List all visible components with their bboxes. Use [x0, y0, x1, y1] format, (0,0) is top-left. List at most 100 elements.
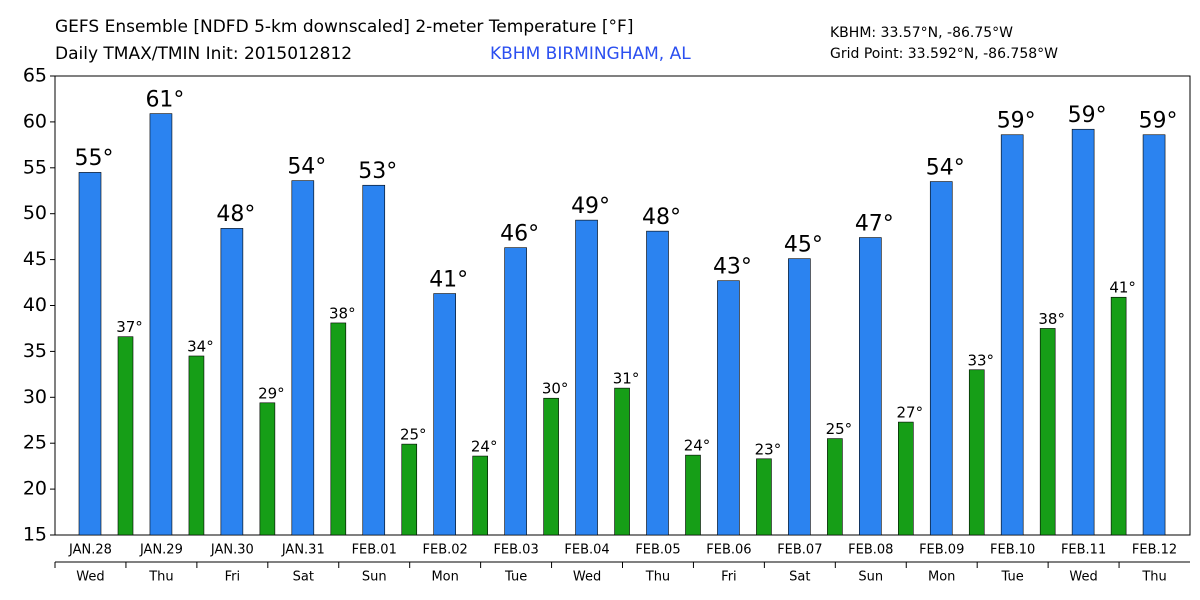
value-label: 59° — [1068, 103, 1107, 128]
grid-point: Grid Point: 33.592°N, -86.758°W — [830, 46, 1058, 62]
weekday-label: Mon — [431, 570, 458, 585]
weekday-label: Mon — [928, 570, 955, 585]
value-label: 41° — [1109, 279, 1136, 297]
chart-title: GEFS Ensemble [NDFD 5-km downscaled] 2-m… — [55, 17, 633, 37]
value-label: 30° — [542, 380, 569, 398]
weekday-label: Sat — [789, 570, 810, 585]
x-tick-label: FEB.06 — [706, 543, 751, 558]
x-tick-label: FEB.02 — [423, 543, 468, 558]
bar — [1071, 128, 1095, 536]
x-tick-label: FEB.03 — [493, 543, 538, 558]
bar — [614, 387, 630, 536]
weekday-label: Wed — [76, 570, 104, 585]
value-label: 43° — [713, 255, 752, 280]
station: KBHM BIRMINGHAM, AL — [490, 44, 691, 64]
value-label: 54° — [287, 154, 326, 179]
value-label: 38° — [1038, 310, 1065, 328]
value-label: 54° — [926, 155, 965, 180]
value-label: 59° — [1139, 109, 1178, 134]
chart-subtitle: Daily TMAX/TMIN Init: 2015012812 — [55, 44, 352, 64]
value-label: 38° — [329, 304, 356, 322]
value-label: 24° — [471, 438, 498, 456]
value-label: 47° — [855, 211, 894, 236]
value-label: 59° — [997, 109, 1036, 134]
bar — [859, 237, 882, 536]
y-tick-label: 40 — [23, 294, 47, 316]
bar — [504, 247, 527, 536]
x-tick-label: FEB.09 — [919, 543, 964, 558]
bar — [188, 355, 205, 536]
bar — [330, 322, 347, 536]
x-tick-label: FEB.10 — [990, 543, 1035, 558]
bar — [575, 219, 598, 536]
weekday-label: Thu — [645, 570, 670, 585]
bar — [929, 181, 953, 536]
weekday-label: Sun — [858, 570, 883, 585]
value-label: 24° — [684, 437, 711, 455]
value-label: 33° — [967, 351, 994, 369]
value-label: 29° — [258, 384, 285, 402]
value-label: 25° — [826, 420, 853, 438]
weekday-label: Fri — [225, 570, 241, 585]
bar — [1000, 134, 1024, 536]
bar — [78, 172, 102, 536]
bar — [827, 438, 843, 536]
bar — [968, 369, 985, 536]
value-label: 53° — [358, 159, 397, 184]
weekday-label: Wed — [573, 570, 601, 585]
weekday-label: Wed — [1069, 570, 1097, 585]
y-tick-label: 45 — [23, 248, 47, 270]
x-tick-label: JAN.30 — [210, 543, 254, 558]
bar — [788, 258, 811, 536]
weekday-label: Fri — [721, 570, 737, 585]
weekday-label: Tue — [1001, 570, 1024, 585]
bar — [685, 454, 701, 536]
y-tick-label: 30 — [23, 386, 47, 408]
weekday-label: Thu — [148, 570, 173, 585]
value-label: 25° — [400, 426, 427, 444]
y-tick-label: 60 — [23, 110, 47, 132]
bar — [149, 113, 173, 536]
value-label: 49° — [571, 194, 610, 219]
value-label: 34° — [187, 337, 214, 355]
y-tick-label: 50 — [23, 202, 47, 224]
x-tick-label: FEB.12 — [1132, 543, 1177, 558]
y-tick-label: 20 — [23, 478, 47, 500]
bar — [898, 421, 914, 536]
weekday-label: Sun — [362, 570, 387, 585]
x-tick-label: FEB.04 — [564, 543, 609, 558]
bar — [117, 336, 134, 536]
bar — [291, 180, 315, 536]
weekday-label: Sat — [293, 570, 314, 585]
value-label: 41° — [429, 267, 468, 292]
bar — [401, 443, 418, 536]
bar — [646, 230, 669, 536]
bar — [259, 402, 276, 536]
bar — [362, 184, 386, 536]
value-label: 23° — [755, 440, 782, 458]
bar — [1142, 134, 1166, 536]
value-label: 27° — [897, 404, 924, 422]
x-tick-label: JAN.29 — [139, 543, 183, 558]
bar — [756, 458, 772, 536]
bar — [433, 293, 456, 536]
value-label: 37° — [116, 318, 143, 336]
value-label: 46° — [500, 221, 539, 246]
bar — [1039, 328, 1056, 536]
value-label: 55° — [75, 146, 114, 171]
y-tick-label: 55 — [23, 156, 47, 178]
x-tick-label: FEB.07 — [777, 543, 822, 558]
x-tick-label: FEB.01 — [352, 543, 397, 558]
y-tick-label: 35 — [23, 340, 47, 362]
bar — [543, 397, 559, 536]
y-tick-label: 65 — [23, 65, 47, 87]
bar — [220, 228, 244, 536]
value-label: 48° — [642, 205, 681, 230]
y-tick-label: 15 — [23, 524, 47, 546]
value-label: 48° — [216, 202, 255, 227]
x-tick-label: FEB.08 — [848, 543, 893, 558]
value-label: 31° — [613, 370, 640, 388]
station-location: KBHM: 33.57°N, -86.75°W — [830, 25, 1013, 41]
x-tick-label: FEB.11 — [1061, 543, 1106, 558]
x-tick-label: JAN.31 — [281, 543, 325, 558]
